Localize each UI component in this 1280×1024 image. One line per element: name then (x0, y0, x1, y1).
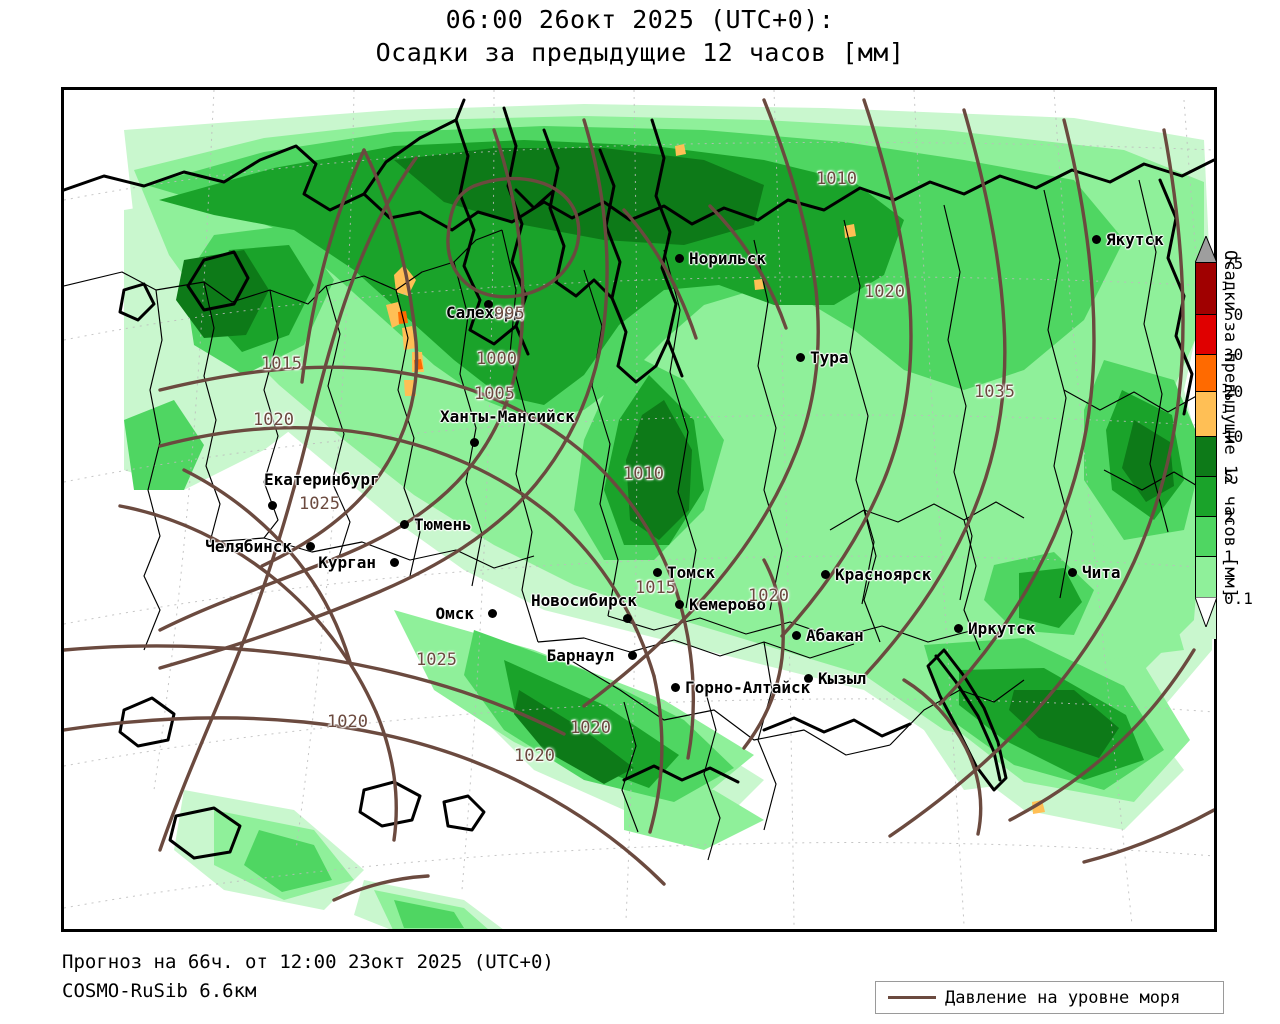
title-line-2: Осадки за предыдущие 12 часов [мм] (375, 38, 905, 67)
precip-band-20 (386, 144, 1045, 814)
colorbar-seg-1 (1196, 557, 1216, 599)
pressure-line-swatch (888, 996, 936, 999)
footer: Прогноз на 66ч. от 12:00 23окт 2025 (UTC… (62, 948, 554, 1006)
colorbar-seg-2 (1196, 517, 1216, 557)
colorbar-seg-50 (1196, 315, 1216, 355)
graticule (64, 90, 1214, 926)
colorbar-tick-1: 1 (1224, 547, 1234, 566)
colorbar-tick-10: 10 (1224, 427, 1244, 446)
colorbar-tick-20: 20 (1224, 382, 1244, 401)
admin-borders (64, 179, 1205, 861)
colorbar-tick-5: 5 (1224, 467, 1234, 486)
colorbar-under-arrow (1195, 597, 1217, 627)
colorbar-tick-30: 30 (1224, 345, 1244, 364)
page-title: 06:00 26окт 2025 (UTC+0): Осадки за пред… (0, 4, 1280, 69)
colorbar-seg-20 (1196, 392, 1216, 437)
colorbar-axis-title: Осадки за предыдущие 12 часов [мм] (1220, 250, 1240, 598)
colorbar-tick-0.1: 0.1 (1224, 589, 1253, 608)
forecast-info: Прогноз на 66ч. от 12:00 23окт 2025 (UTC… (62, 951, 554, 973)
colorbar-segments (1195, 262, 1217, 639)
pressure-legend: Давление на уровне моря (875, 981, 1224, 1014)
model-info: COSMO-RuSib 6.6км (62, 980, 257, 1002)
map-frame[interactable]: Якутск Норильск Салехард Тура Ханты-Манс… (61, 87, 1217, 932)
colorbar-tick-50: 50 (1224, 305, 1244, 324)
map-field-layer (64, 90, 1214, 929)
colorbar-seg-75 (1196, 263, 1216, 315)
title-line-1: 06:00 26окт 2025 (UTC+0): (445, 5, 835, 34)
colorbar-seg-30 (1196, 355, 1216, 392)
colorbar-tick-2: 2 (1224, 507, 1234, 526)
colorbar-seg-5 (1196, 477, 1216, 517)
pressure-isobars (64, 98, 1214, 902)
colorbar-tick-75: 75 (1224, 254, 1244, 273)
pressure-legend-label: Давление на уровне моря (945, 987, 1181, 1008)
colorbar: 75 50 30 20 10 5 2 1 0.1 (1192, 236, 1253, 639)
colorbar-seg-10 (1196, 437, 1216, 477)
colorbar-over-arrow (1195, 236, 1217, 263)
map-canvas: Якутск Норильск Салехард Тура Ханты-Манс… (64, 90, 1214, 929)
